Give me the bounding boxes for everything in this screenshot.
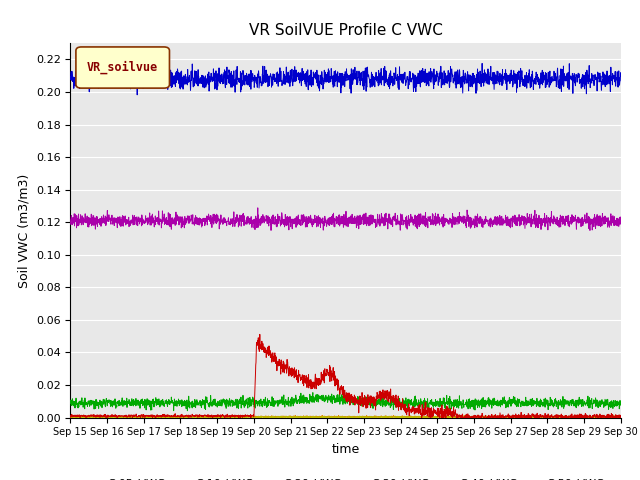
Y-axis label: Soil VWC (m3/m3): Soil VWC (m3/m3) <box>17 173 30 288</box>
X-axis label: time: time <box>332 443 360 456</box>
Title: VR SoilVUE Profile C VWC: VR SoilVUE Profile C VWC <box>249 23 442 38</box>
FancyBboxPatch shape <box>76 47 170 88</box>
Legend: C-05_VWC, C-10_VWC, C-20_VWC, C-30_VWC, C-40_VWC, C-50_VWC: C-05_VWC, C-10_VWC, C-20_VWC, C-30_VWC, … <box>82 474 609 480</box>
Text: VR_soilvue: VR_soilvue <box>87 61 158 74</box>
